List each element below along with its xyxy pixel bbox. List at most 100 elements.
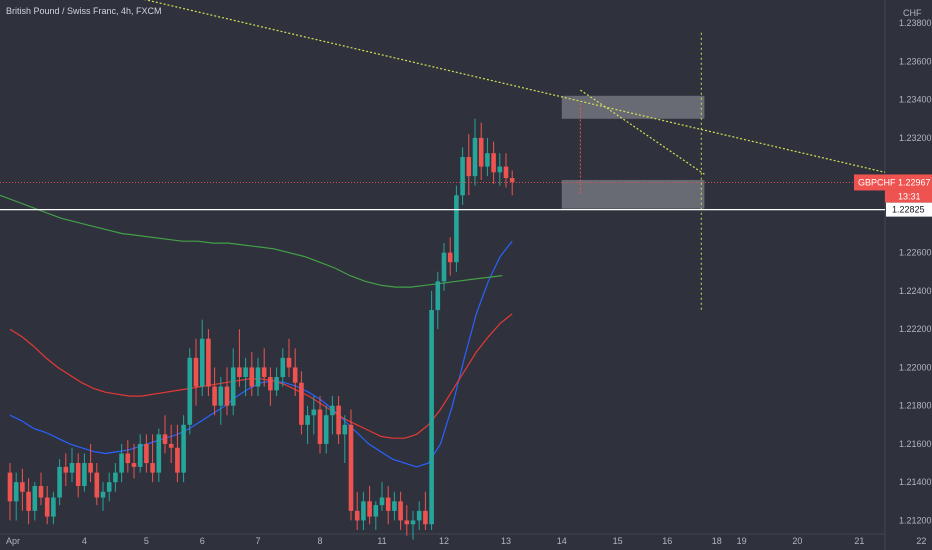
candle-body (156, 434, 162, 473)
candle-body (88, 463, 93, 473)
candle-body (63, 466, 69, 473)
countdown-tag (885, 190, 932, 203)
candle-body (472, 137, 478, 177)
last-price-tag (854, 174, 932, 191)
price-tick-label: 1.23400 (899, 95, 932, 105)
time-tick-label: 21 (854, 536, 864, 546)
candle-body (137, 443, 143, 467)
candle-body (187, 357, 193, 425)
time-tick-label: 16 (662, 536, 672, 546)
candle-body (497, 166, 503, 173)
candle-body (491, 153, 496, 173)
moving-average-line (0, 194, 503, 288)
candle-body (361, 501, 366, 521)
candle-body (385, 497, 391, 511)
time-tick-label: 11 (377, 536, 386, 546)
candle-body (175, 447, 180, 473)
resistance-zone (561, 95, 705, 119)
candle-body (292, 367, 298, 383)
candle-body (237, 367, 242, 377)
candle-body (286, 357, 292, 368)
candle-body (131, 463, 137, 467)
time-tick-label: 4 (82, 536, 87, 546)
candle-body (423, 510, 428, 525)
price-tick-label: 1.21800 (899, 401, 932, 411)
candle-body (280, 357, 286, 377)
candle-body (20, 482, 25, 492)
price-tick-label: 1.21200 (899, 515, 932, 525)
candle-body (13, 482, 19, 502)
candle-body (342, 424, 348, 435)
time-tick-label: 20 (792, 536, 802, 546)
candle-body (162, 434, 168, 444)
moving-average-line (9, 313, 513, 439)
candle-body (503, 166, 509, 179)
time-tick-label: 14 (557, 536, 567, 546)
countdown-value: 13:31 (898, 191, 921, 201)
candle-body (367, 501, 372, 517)
candle-body (218, 386, 224, 406)
time-tick-label: 13 (501, 536, 511, 546)
candle-body (7, 472, 13, 502)
candle-body (379, 497, 385, 506)
candle-body (410, 520, 416, 525)
candle-body (224, 386, 230, 406)
time-tick-label: 12 (439, 536, 449, 546)
support-zone (561, 179, 705, 209)
candle-body (274, 376, 279, 391)
candle-body (168, 443, 174, 448)
candle-body (460, 157, 465, 196)
candle-body (435, 281, 441, 311)
candle-body (305, 415, 310, 425)
time-tick-label: 8 (317, 536, 322, 546)
candle-body (75, 463, 81, 487)
candle-body (249, 367, 255, 387)
candle-body (373, 505, 379, 517)
currency-label: CHF (903, 8, 922, 18)
price-axis (885, 0, 932, 550)
horizontal-level-label: 1.22825 (892, 205, 925, 215)
candle-body (261, 367, 267, 377)
time-tick-label: 15 (613, 536, 623, 546)
candle-body (82, 463, 87, 487)
candle-body (255, 367, 261, 387)
candle-body (317, 409, 323, 444)
price-tick-label: 1.22000 (899, 362, 932, 372)
candle-body (485, 153, 490, 167)
candle-body (330, 405, 335, 416)
candle-body (144, 443, 149, 464)
candle-body (106, 482, 112, 492)
time-tick-label: 5 (144, 536, 149, 546)
time-tick-label: 6 (200, 536, 205, 546)
candle-body (44, 497, 50, 517)
time-tick-label: 18 (712, 536, 722, 546)
price-tick-label: 1.23800 (899, 18, 932, 28)
candle-body (199, 338, 205, 387)
candle-body (119, 453, 124, 473)
candle-body (441, 252, 447, 282)
candle-body (299, 382, 304, 425)
candle-body (206, 338, 211, 387)
chart-title: British Pound / Swiss Franc, 4h, FXCM (6, 6, 162, 16)
time-tick-label: 7 (255, 536, 260, 546)
price-tick-label: 1.23200 (899, 133, 932, 143)
candle-body (348, 424, 354, 511)
last-price-value: 1.22967 (898, 177, 931, 187)
candle-body (69, 463, 75, 473)
candle-body (454, 195, 459, 263)
candle-body (32, 486, 38, 511)
price-tick-label: 1.23600 (899, 56, 932, 66)
candle-body (429, 310, 434, 525)
candle-body (94, 472, 100, 498)
candle-body (125, 453, 131, 464)
candle-body (100, 491, 106, 498)
candle-body (243, 367, 248, 377)
price-tick-label: 1.22600 (899, 248, 932, 258)
candle-body (478, 137, 484, 167)
candle-body (38, 486, 44, 498)
horizontal-level-tag (886, 202, 932, 217)
candle-body (392, 501, 397, 511)
candle-body (150, 463, 155, 473)
candle-body (181, 424, 186, 473)
